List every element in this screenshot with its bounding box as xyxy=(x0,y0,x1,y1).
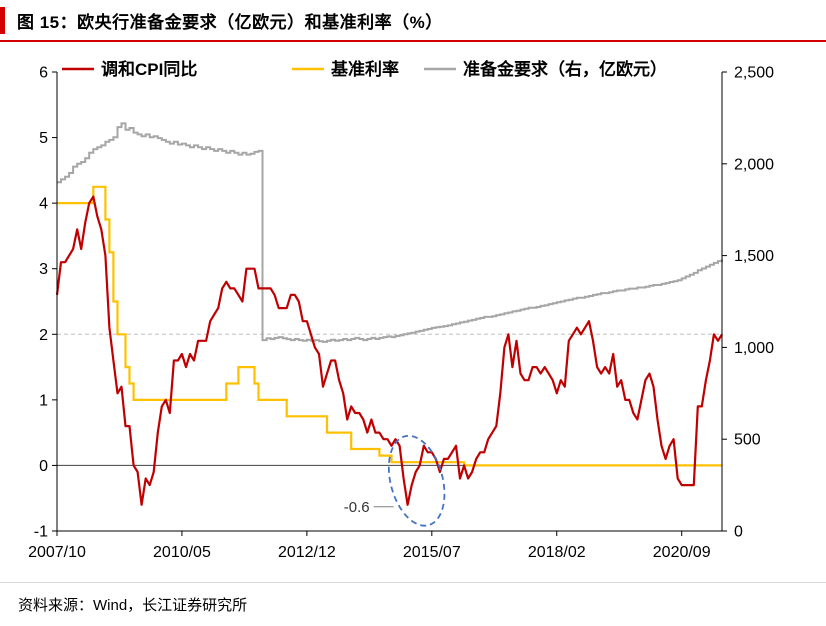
right-axis-tick-label: 0 xyxy=(734,524,743,541)
right-axis-tick-label: 1,500 xyxy=(734,248,774,265)
left-axis-tick-label: 6 xyxy=(39,65,48,82)
chart-svg: 6 5 4 3 2 1 0 -1 2,500 2,000 1,500 1,000 500 0 2007/10… xyxy=(28,59,774,561)
right-axis-tick-label: 500 xyxy=(734,432,761,449)
reserve-requirement-line xyxy=(57,122,723,343)
source-footer: 资料来源：Wind，长江证券研究所 xyxy=(0,582,826,626)
legend-item: 调和CPI同比 xyxy=(62,59,197,79)
left-axis-labels: 6 5 4 3 2 1 0 -1 xyxy=(34,65,57,541)
x-axis-tick-label: 2007/10 xyxy=(28,544,86,561)
legend-item: 准备金要求（右，亿欧元） xyxy=(424,59,667,79)
x-axis-tick-label: 2015/07 xyxy=(403,544,461,561)
left-axis-tick-label: 3 xyxy=(39,261,48,278)
x-axis-tick-label: 2010/05 xyxy=(153,544,211,561)
legend-label: 准备金要求（右，亿欧元） xyxy=(463,59,667,79)
left-axis-tick-label: 5 xyxy=(39,130,48,147)
title-accent-bar xyxy=(0,7,5,34)
annotation-label: -0.6 xyxy=(344,499,370,516)
cpi-yoy-line xyxy=(55,195,723,506)
legend-label: 基准利率 xyxy=(330,59,399,79)
figure-header: 图 15：欧央行准备金要求（亿欧元）和基准利率（%） xyxy=(0,0,826,42)
legend-item: 基准利率 xyxy=(292,59,399,79)
source-text: 资料来源：Wind，长江证券研究所 xyxy=(18,597,248,614)
left-axis-tick-label: -1 xyxy=(34,524,48,541)
legend-label: 调和CPI同比 xyxy=(101,59,197,79)
left-axis-tick-label: 1 xyxy=(39,392,48,409)
annotation-ellipse xyxy=(387,434,446,527)
x-axis-labels: 2007/10 2010/05 2012/12 2015/07 2018/02 2020/… xyxy=(28,531,711,561)
figure-title: 图 15：欧央行准备金要求（亿欧元）和基准利率（%） xyxy=(17,12,443,32)
left-axis-tick-label: 0 xyxy=(39,458,48,475)
x-axis-tick-label: 2020/09 xyxy=(653,544,711,561)
chart-area: 6 5 4 3 2 1 0 -1 2,500 2,000 1,500 1,000 500 0 2007/10… xyxy=(0,46,826,582)
right-axis-tick-label: 2,500 xyxy=(734,65,774,82)
x-axis-tick-label: 2018/02 xyxy=(528,544,586,561)
right-axis-tick-label: 2,000 xyxy=(734,156,774,173)
benchmark-rate-line xyxy=(57,185,722,467)
right-axis-labels: 2,500 2,000 1,500 1,000 500 0 xyxy=(722,65,774,541)
x-axis-tick-label: 2012/12 xyxy=(278,544,336,561)
right-axis-tick-label: 1,000 xyxy=(734,340,774,357)
left-axis-tick-label: 2 xyxy=(39,327,48,344)
left-axis-tick-label: 4 xyxy=(39,196,48,213)
